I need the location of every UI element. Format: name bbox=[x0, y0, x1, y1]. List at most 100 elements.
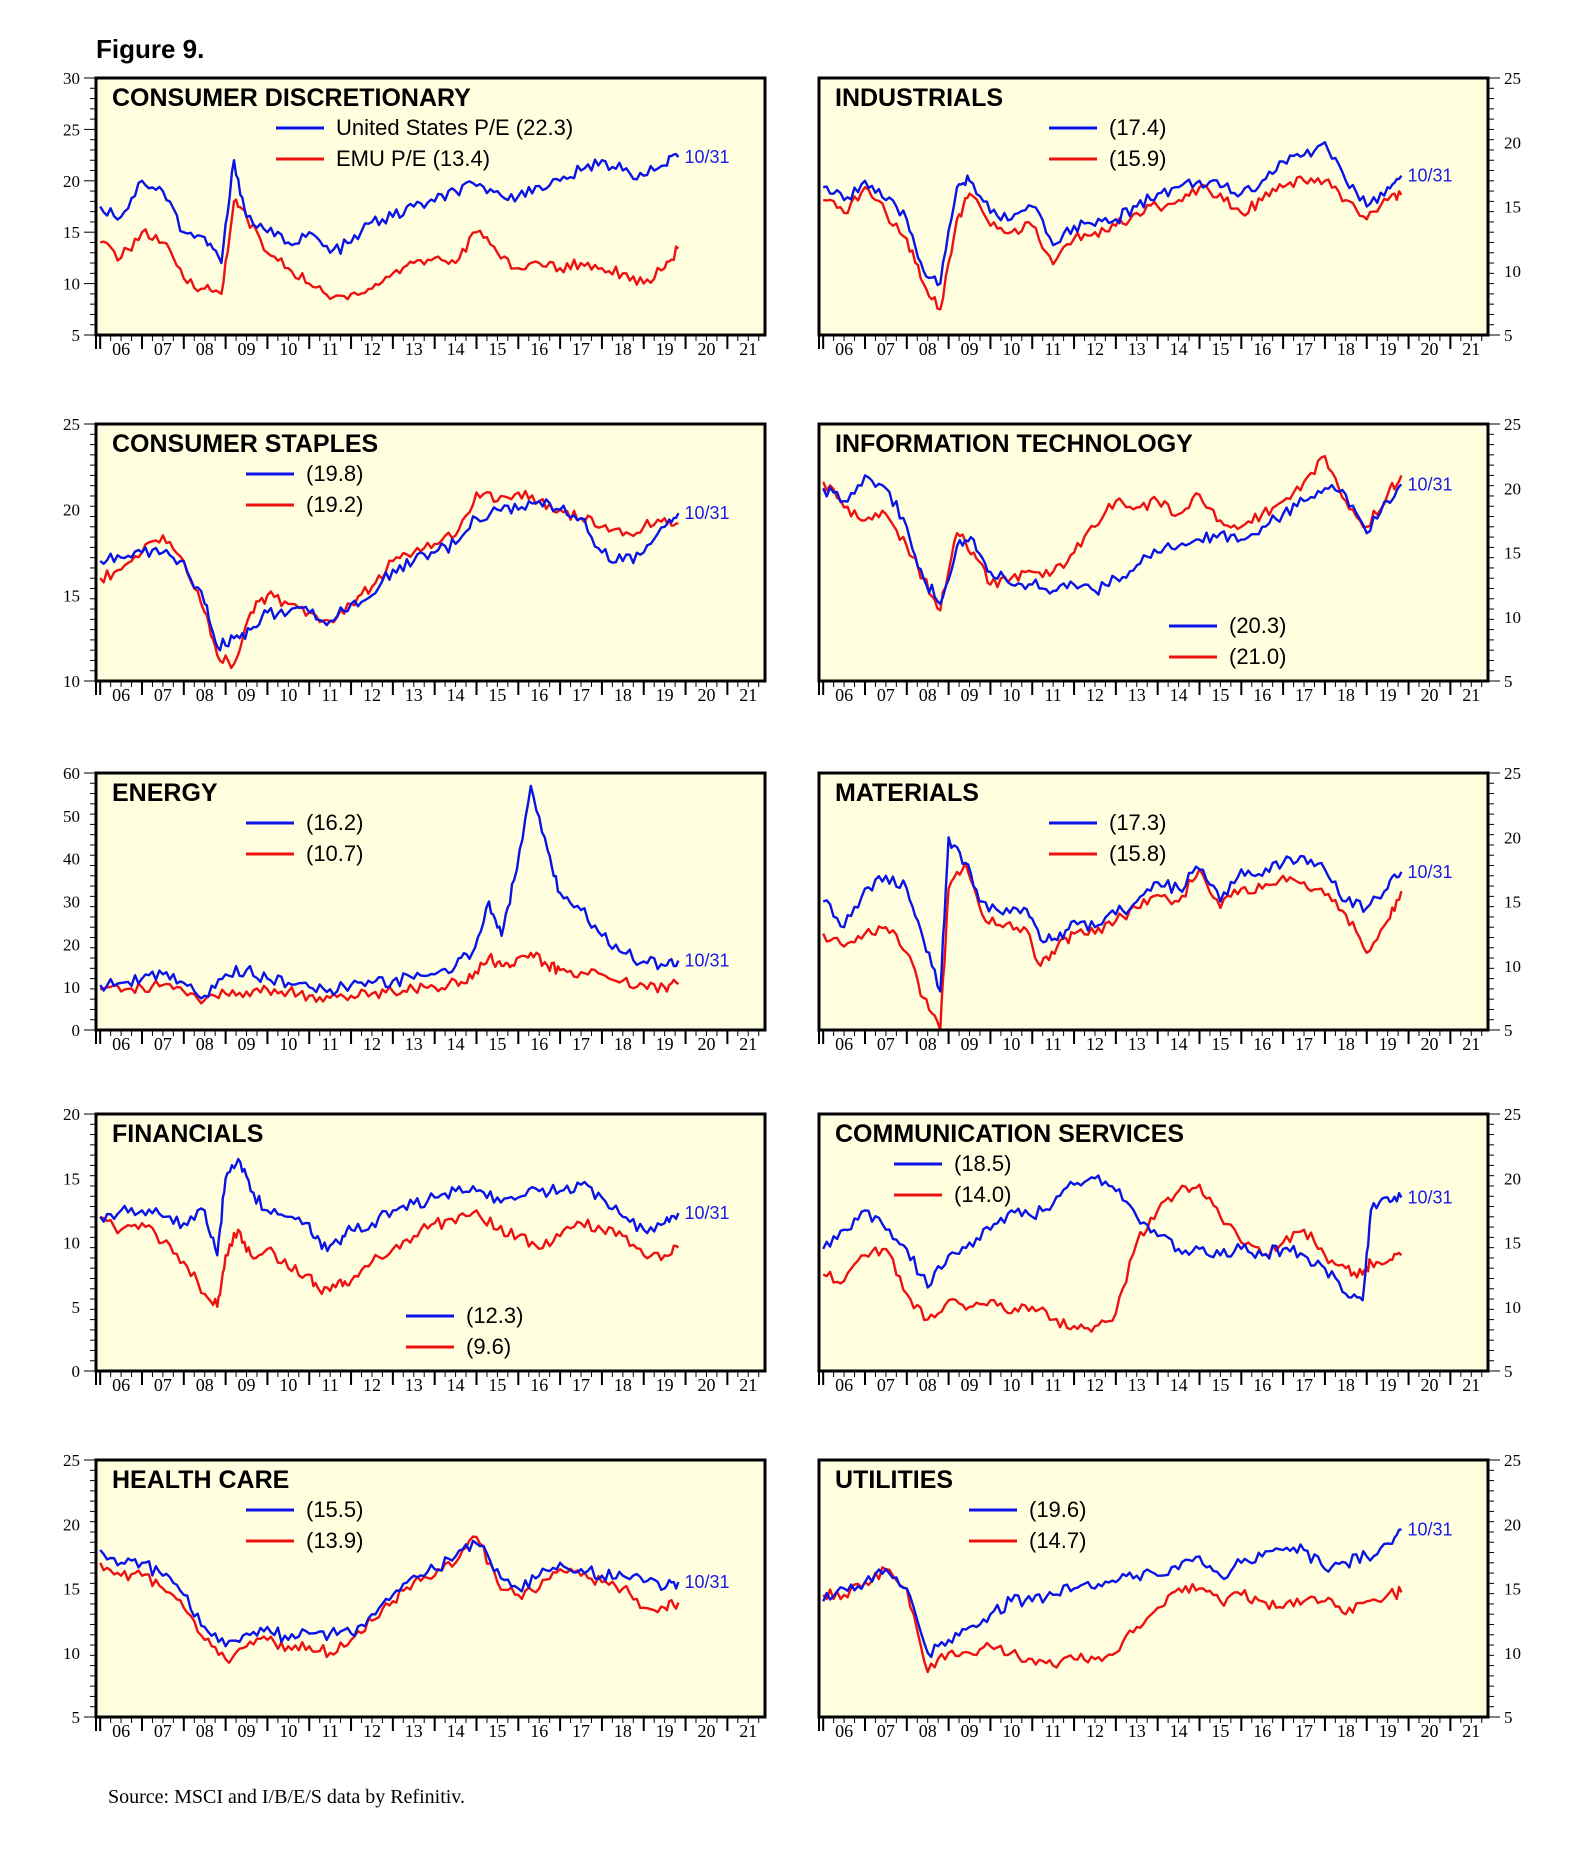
y-tick-label: 5 bbox=[72, 1298, 81, 1317]
x-tick-label: 10 bbox=[1002, 1721, 1020, 1741]
x-tick-label: 13 bbox=[405, 1721, 423, 1741]
x-tick-label: 12 bbox=[363, 685, 381, 705]
chart-communication-services: 5 10 15 20 25 06 07 08 09 10 11 12 13 14 15 16 17 18 19 20 2… bbox=[817, 1105, 1521, 1395]
series-line-emu bbox=[822, 454, 1403, 612]
y-tick-label: 25 bbox=[1504, 415, 1521, 434]
x-tick-label: 11 bbox=[1044, 1721, 1061, 1741]
x-tick-label: 19 bbox=[656, 1721, 674, 1741]
plot-frame bbox=[817, 771, 1490, 1032]
x-tick-label: 16 bbox=[1253, 339, 1271, 359]
x-tick-label: 06 bbox=[835, 1034, 853, 1054]
chart-title: CONSUMER STAPLES bbox=[112, 430, 378, 458]
x-tick-label: 10 bbox=[279, 1034, 297, 1054]
legend-label-emu: (15.9) bbox=[1109, 146, 1166, 171]
x-tick-label: 11 bbox=[321, 1721, 338, 1741]
x-tick-label: 09 bbox=[961, 339, 979, 359]
x-tick-label: 17 bbox=[572, 339, 590, 359]
x-tick-label: 21 bbox=[739, 685, 757, 705]
x-tick-label: 15 bbox=[488, 1034, 506, 1054]
x-tick-label: 17 bbox=[572, 1375, 590, 1395]
y-tick-label: 25 bbox=[1504, 764, 1521, 783]
x-tick-label: 06 bbox=[835, 1721, 853, 1741]
legend-label-us: (19.8) bbox=[306, 461, 363, 486]
x-tick-label: 08 bbox=[919, 1034, 937, 1054]
plot-area bbox=[96, 1114, 765, 1371]
x-tick-label: 19 bbox=[1379, 1721, 1397, 1741]
y-tick-label: 10 bbox=[1504, 1298, 1521, 1317]
x-tick-label: 08 bbox=[196, 1721, 214, 1741]
x-tick-label: 09 bbox=[238, 1375, 256, 1395]
x-tick-label: 21 bbox=[739, 1034, 757, 1054]
series-line-emu bbox=[99, 1209, 680, 1308]
x-tick-label: 16 bbox=[1253, 1034, 1271, 1054]
x-tick-label: 10 bbox=[1002, 339, 1020, 359]
x-tick-label: 21 bbox=[1462, 685, 1480, 705]
y-tick-label: 25 bbox=[1504, 69, 1521, 88]
chart-consumer-discretionary: 5 10 15 20 25 30 06 07 08 09 10 11 12 13 14 15 16 17 18 19 2… bbox=[63, 69, 767, 359]
x-tick-label: 11 bbox=[1044, 685, 1061, 705]
x-tick-label: 09 bbox=[961, 1375, 979, 1395]
y-tick-label: 10 bbox=[63, 275, 80, 294]
y-tick-label: 20 bbox=[63, 1515, 80, 1534]
series-line-us bbox=[822, 1528, 1402, 1659]
y-tick-label: 50 bbox=[63, 807, 80, 826]
x-tick-label: 18 bbox=[614, 1034, 632, 1054]
x-tick-label: 07 bbox=[877, 339, 895, 359]
y-tick-label: 30 bbox=[63, 69, 80, 88]
x-tick-label: 07 bbox=[154, 685, 172, 705]
x-tick-label: 13 bbox=[405, 1034, 423, 1054]
chart-title: COMMUNICATION SERVICES bbox=[835, 1120, 1184, 1148]
legend: (16.2) (10.7) bbox=[246, 810, 363, 866]
y-tick-label: 25 bbox=[63, 120, 80, 139]
x-tick-label: 17 bbox=[1295, 339, 1313, 359]
chart-title: ENERGY bbox=[112, 779, 218, 807]
chart-title: INDUSTRIALS bbox=[835, 84, 1003, 112]
x-tick-label: 13 bbox=[405, 1375, 423, 1395]
x-tick-label: 15 bbox=[1211, 1721, 1229, 1741]
x-tick-label: 14 bbox=[1170, 1375, 1188, 1395]
x-tick-label: 08 bbox=[196, 1375, 214, 1395]
y-tick-label: 20 bbox=[63, 1105, 80, 1124]
x-tick-label: 21 bbox=[1462, 1721, 1480, 1741]
series-line-us bbox=[822, 836, 1403, 993]
x-tick-label: 18 bbox=[614, 1375, 632, 1395]
legend: (19.8) (19.2) bbox=[246, 461, 363, 517]
chart-title: UTILITIES bbox=[835, 1466, 953, 1494]
x-tick-label: 14 bbox=[1170, 339, 1188, 359]
legend-label-emu: (19.2) bbox=[306, 492, 363, 517]
chart-consumer-staples: 10 15 20 25 06 07 08 09 10 11 12 13 14 15 16 17 18 19 20 21… bbox=[63, 415, 767, 705]
y-tick-label: 25 bbox=[1504, 1451, 1521, 1470]
x-tick-label: 11 bbox=[321, 339, 338, 359]
y-tick-label: 15 bbox=[1504, 1580, 1521, 1599]
y-tick-label: 15 bbox=[1504, 198, 1521, 217]
x-tick-label: 20 bbox=[697, 1375, 715, 1395]
chart-financials: 0 5 10 15 20 06 07 08 09 10 11 12 13 14 15 16 17 18 19 20 21… bbox=[63, 1105, 767, 1395]
legend: (17.4) (15.9) bbox=[1049, 115, 1166, 171]
x-tick-label: 17 bbox=[572, 685, 590, 705]
x-tick-label: 21 bbox=[739, 339, 757, 359]
x-tick-label: 12 bbox=[1086, 685, 1104, 705]
date-label: 10/31 bbox=[684, 1203, 729, 1223]
x-tick-label: 15 bbox=[488, 685, 506, 705]
x-tick-label: 21 bbox=[739, 1375, 757, 1395]
legend-label-us: United States P/E (22.3) bbox=[336, 115, 573, 140]
x-tick-label: 14 bbox=[447, 339, 465, 359]
x-tick-label: 15 bbox=[488, 339, 506, 359]
legend-label-emu: (15.8) bbox=[1109, 841, 1166, 866]
legend-label-us: (19.6) bbox=[1029, 1497, 1086, 1522]
x-tick-label: 18 bbox=[1337, 339, 1355, 359]
date-label: 10/31 bbox=[684, 503, 729, 523]
x-tick-label: 09 bbox=[961, 1034, 979, 1054]
x-tick-label: 10 bbox=[1002, 1034, 1020, 1054]
plot-area bbox=[819, 1114, 1488, 1371]
legend: (20.3) (21.0) bbox=[1169, 613, 1286, 669]
x-tick-label: 06 bbox=[112, 1034, 130, 1054]
x-tick-label: 13 bbox=[1128, 1034, 1146, 1054]
x-tick-label: 11 bbox=[1044, 1375, 1061, 1395]
y-tick-label: 15 bbox=[63, 1580, 80, 1599]
y-tick-label: 10 bbox=[1504, 1644, 1521, 1663]
x-tick-label: 12 bbox=[363, 1375, 381, 1395]
y-tick-label: 20 bbox=[1504, 828, 1521, 847]
x-tick-label: 19 bbox=[1379, 1034, 1397, 1054]
y-tick-label: 20 bbox=[1504, 479, 1521, 498]
